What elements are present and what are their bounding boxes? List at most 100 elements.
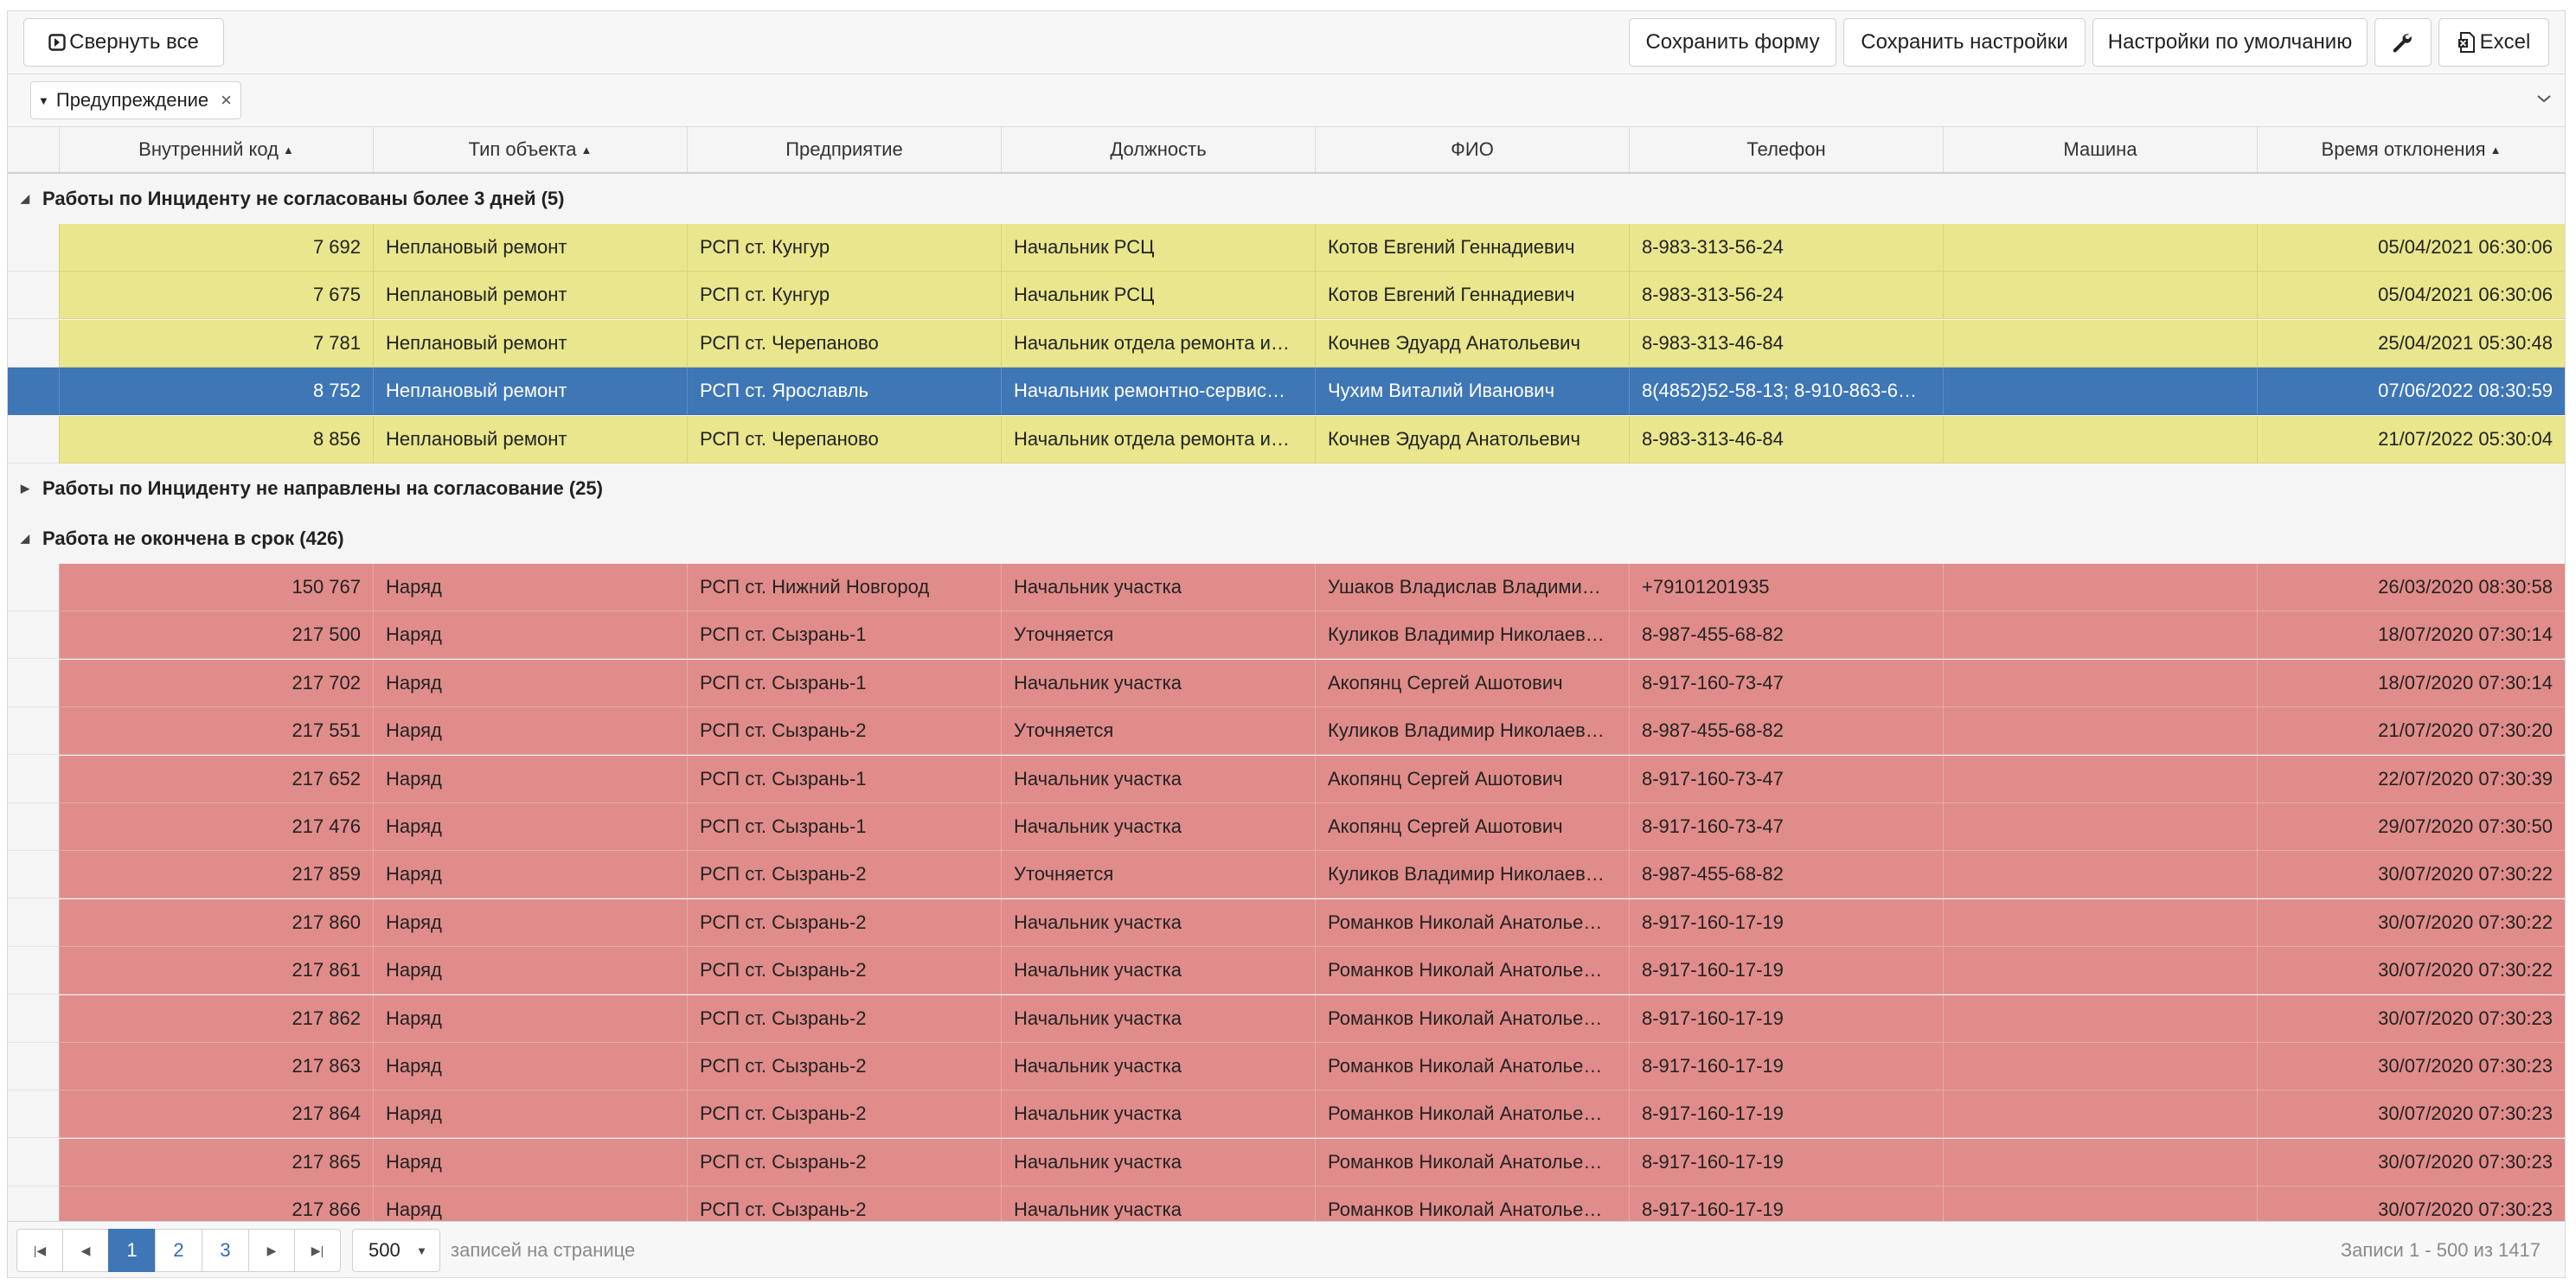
table-row[interactable]: 217 702 Наряд РСП ст. Сызрань-1 Начальник у… xyxy=(8,660,2565,707)
group-header[interactable]: ◢ Работа не окончена в срок (426) xyxy=(8,514,2565,565)
group-expanded-icon[interactable]: ◢ xyxy=(21,192,29,205)
position-cell[interactable]: Уточняется xyxy=(1001,707,1315,755)
car-cell[interactable] xyxy=(1943,1043,2257,1090)
phone-cell[interactable]: 8-987-455-68-82 xyxy=(1629,611,1943,659)
save-form-button[interactable]: Сохранить форму xyxy=(1629,18,1836,67)
car-cell[interactable] xyxy=(1943,707,2257,755)
org-cell[interactable]: РСП ст. Сызрань-2 xyxy=(687,995,1001,1043)
phone-cell[interactable]: 8-983-313-56-24 xyxy=(1629,224,1943,272)
type-cell[interactable]: Наряд xyxy=(373,851,687,898)
type-cell[interactable]: Наряд xyxy=(373,1043,687,1090)
org-cell[interactable]: РСП ст. Сызрань-2 xyxy=(687,1139,1001,1186)
phone-cell[interactable]: 8-987-455-68-82 xyxy=(1629,707,1943,755)
fio-cell[interactable]: Романков Николай Анатолье… xyxy=(1315,1090,1629,1138)
type-cell[interactable]: Наряд xyxy=(373,564,687,611)
car-cell[interactable] xyxy=(1943,947,2257,994)
fio-cell[interactable]: Кочнев Эдуард Анатольевич xyxy=(1315,320,1629,368)
code-cell[interactable]: 7 675 xyxy=(59,272,373,319)
code-cell[interactable]: 217 865 xyxy=(59,1139,373,1186)
position-cell[interactable]: Начальник участка xyxy=(1001,1043,1315,1090)
column-header-org[interactable]: Предприятие xyxy=(687,127,1001,172)
position-cell[interactable]: Уточняется xyxy=(1001,851,1315,898)
car-cell[interactable] xyxy=(1943,803,2257,851)
caret-down-icon[interactable]: ▼ xyxy=(38,93,49,107)
column-header-time[interactable]: Время отклонения ▲ xyxy=(2257,127,2565,172)
org-cell[interactable]: РСП ст. Сызрань-2 xyxy=(687,1043,1001,1090)
column-header-fio[interactable]: ФИО xyxy=(1315,127,1629,172)
fio-cell[interactable]: Котов Евгений Геннадиевич xyxy=(1315,224,1629,272)
org-cell[interactable]: РСП ст. Сызрань-1 xyxy=(687,756,1001,803)
table-row[interactable]: 217 861 Наряд РСП ст. Сызрань-2 Начальник у… xyxy=(8,947,2565,994)
position-cell[interactable]: Начальник ремонтно-сервис… xyxy=(1001,368,1315,415)
org-cell[interactable]: РСП ст. Кунгур xyxy=(687,224,1001,272)
org-cell[interactable]: РСП ст. Сызрань-1 xyxy=(687,660,1001,707)
table-row[interactable]: 8 752 Неплановый ремонт РСП ст. Ярославль Н… xyxy=(8,368,2565,415)
org-cell[interactable]: РСП ст. Черепаново xyxy=(687,320,1001,368)
type-cell[interactable]: Наряд xyxy=(373,995,687,1043)
car-cell[interactable] xyxy=(1943,272,2257,319)
car-cell[interactable] xyxy=(1943,1139,2257,1186)
code-cell[interactable]: 150 767 xyxy=(59,564,373,611)
phone-cell[interactable]: 8-917-160-17-19 xyxy=(1629,947,1943,994)
code-cell[interactable]: 217 862 xyxy=(59,995,373,1043)
code-cell[interactable]: 8 856 xyxy=(59,416,373,463)
car-cell[interactable] xyxy=(1943,995,2257,1043)
phone-cell[interactable]: 8-917-160-73-47 xyxy=(1629,803,1943,851)
time-cell[interactable]: 05/04/2021 06:30:06 xyxy=(2257,272,2565,319)
car-cell[interactable] xyxy=(1943,611,2257,659)
code-cell[interactable]: 217 859 xyxy=(59,851,373,898)
last-page-button[interactable]: ▶| xyxy=(294,1229,341,1272)
org-cell[interactable]: РСП ст. Сызрань-2 xyxy=(687,707,1001,755)
group-header[interactable]: ◢ Работы по Инциденту не согласованы боле… xyxy=(8,174,2565,225)
org-cell[interactable]: РСП ст. Сызрань-2 xyxy=(687,947,1001,994)
type-cell[interactable]: Наряд xyxy=(373,1090,687,1138)
close-icon[interactable]: × xyxy=(221,89,232,111)
phone-cell[interactable]: 8-917-160-73-47 xyxy=(1629,756,1943,803)
time-cell[interactable]: 30/07/2020 07:30:22 xyxy=(2257,851,2565,898)
time-cell[interactable]: 18/07/2020 07:30:14 xyxy=(2257,611,2565,659)
fio-cell[interactable]: Кочнев Эдуард Анатольевич xyxy=(1315,416,1629,463)
type-cell[interactable]: Неплановый ремонт xyxy=(373,368,687,415)
time-cell[interactable]: 05/04/2021 06:30:06 xyxy=(2257,224,2565,272)
table-row[interactable]: 7 675 Неплановый ремонт РСП ст. Кунгур Нача… xyxy=(8,272,2565,319)
car-cell[interactable] xyxy=(1943,1090,2257,1138)
phone-cell[interactable]: 8-987-455-68-82 xyxy=(1629,851,1943,898)
phone-cell[interactable]: 8-917-160-17-19 xyxy=(1629,1090,1943,1138)
org-cell[interactable]: РСП ст. Ярославль xyxy=(687,368,1001,415)
car-cell[interactable] xyxy=(1943,416,2257,463)
type-cell[interactable]: Наряд xyxy=(373,707,687,755)
position-cell[interactable]: Начальник РСЦ xyxy=(1001,224,1315,272)
org-cell[interactable]: РСП ст. Сызрань-2 xyxy=(687,899,1001,947)
group-collapsed-icon[interactable]: ▶ xyxy=(21,482,29,495)
page-button-3[interactable]: 3 xyxy=(202,1229,249,1272)
code-cell[interactable]: 217 652 xyxy=(59,756,373,803)
time-cell[interactable]: 21/07/2022 05:30:04 xyxy=(2257,416,2565,463)
position-cell[interactable]: Начальник участка xyxy=(1001,756,1315,803)
next-page-button[interactable]: ▶ xyxy=(248,1229,295,1272)
settings-wrench-button[interactable] xyxy=(2374,18,2432,67)
code-cell[interactable]: 217 551 xyxy=(59,707,373,755)
table-row[interactable]: 8 856 Неплановый ремонт РСП ст. Черепаново… xyxy=(8,416,2565,463)
org-cell[interactable]: РСП ст. Кунгур xyxy=(687,272,1001,319)
position-cell[interactable]: Начальник отдела ремонта и… xyxy=(1001,320,1315,368)
code-cell[interactable]: 217 702 xyxy=(59,660,373,707)
code-cell[interactable]: 217 861 xyxy=(59,947,373,994)
type-cell[interactable]: Наряд xyxy=(373,660,687,707)
time-cell[interactable]: 30/07/2020 07:30:22 xyxy=(2257,947,2565,994)
fio-cell[interactable]: Куликов Владимир Николаев… xyxy=(1315,851,1629,898)
table-row[interactable]: 217 863 Наряд РСП ст. Сызрань-2 Начальник у… xyxy=(8,1043,2565,1090)
group-expanded-icon[interactable]: ◢ xyxy=(21,532,29,545)
column-header-code[interactable]: Внутренний код ▲ xyxy=(59,127,373,172)
car-cell[interactable] xyxy=(1943,851,2257,898)
chevron-down-icon[interactable] xyxy=(2534,88,2554,109)
position-cell[interactable]: Начальник участка xyxy=(1001,1090,1315,1138)
car-cell[interactable] xyxy=(1943,320,2257,368)
position-cell[interactable]: Начальник участка xyxy=(1001,564,1315,611)
phone-cell[interactable]: +79101201935 xyxy=(1629,564,1943,611)
phone-cell[interactable]: 8-983-313-46-84 xyxy=(1629,416,1943,463)
table-row[interactable]: 217 652 Наряд РСП ст. Сызрань-1 Начальник у… xyxy=(8,756,2565,803)
page-size-select[interactable]: 500 ▼ xyxy=(352,1229,440,1272)
time-cell[interactable]: 18/07/2020 07:30:14 xyxy=(2257,660,2565,707)
car-cell[interactable] xyxy=(1943,660,2257,707)
fio-cell[interactable]: Акопянц Сергей Ашотович xyxy=(1315,660,1629,707)
